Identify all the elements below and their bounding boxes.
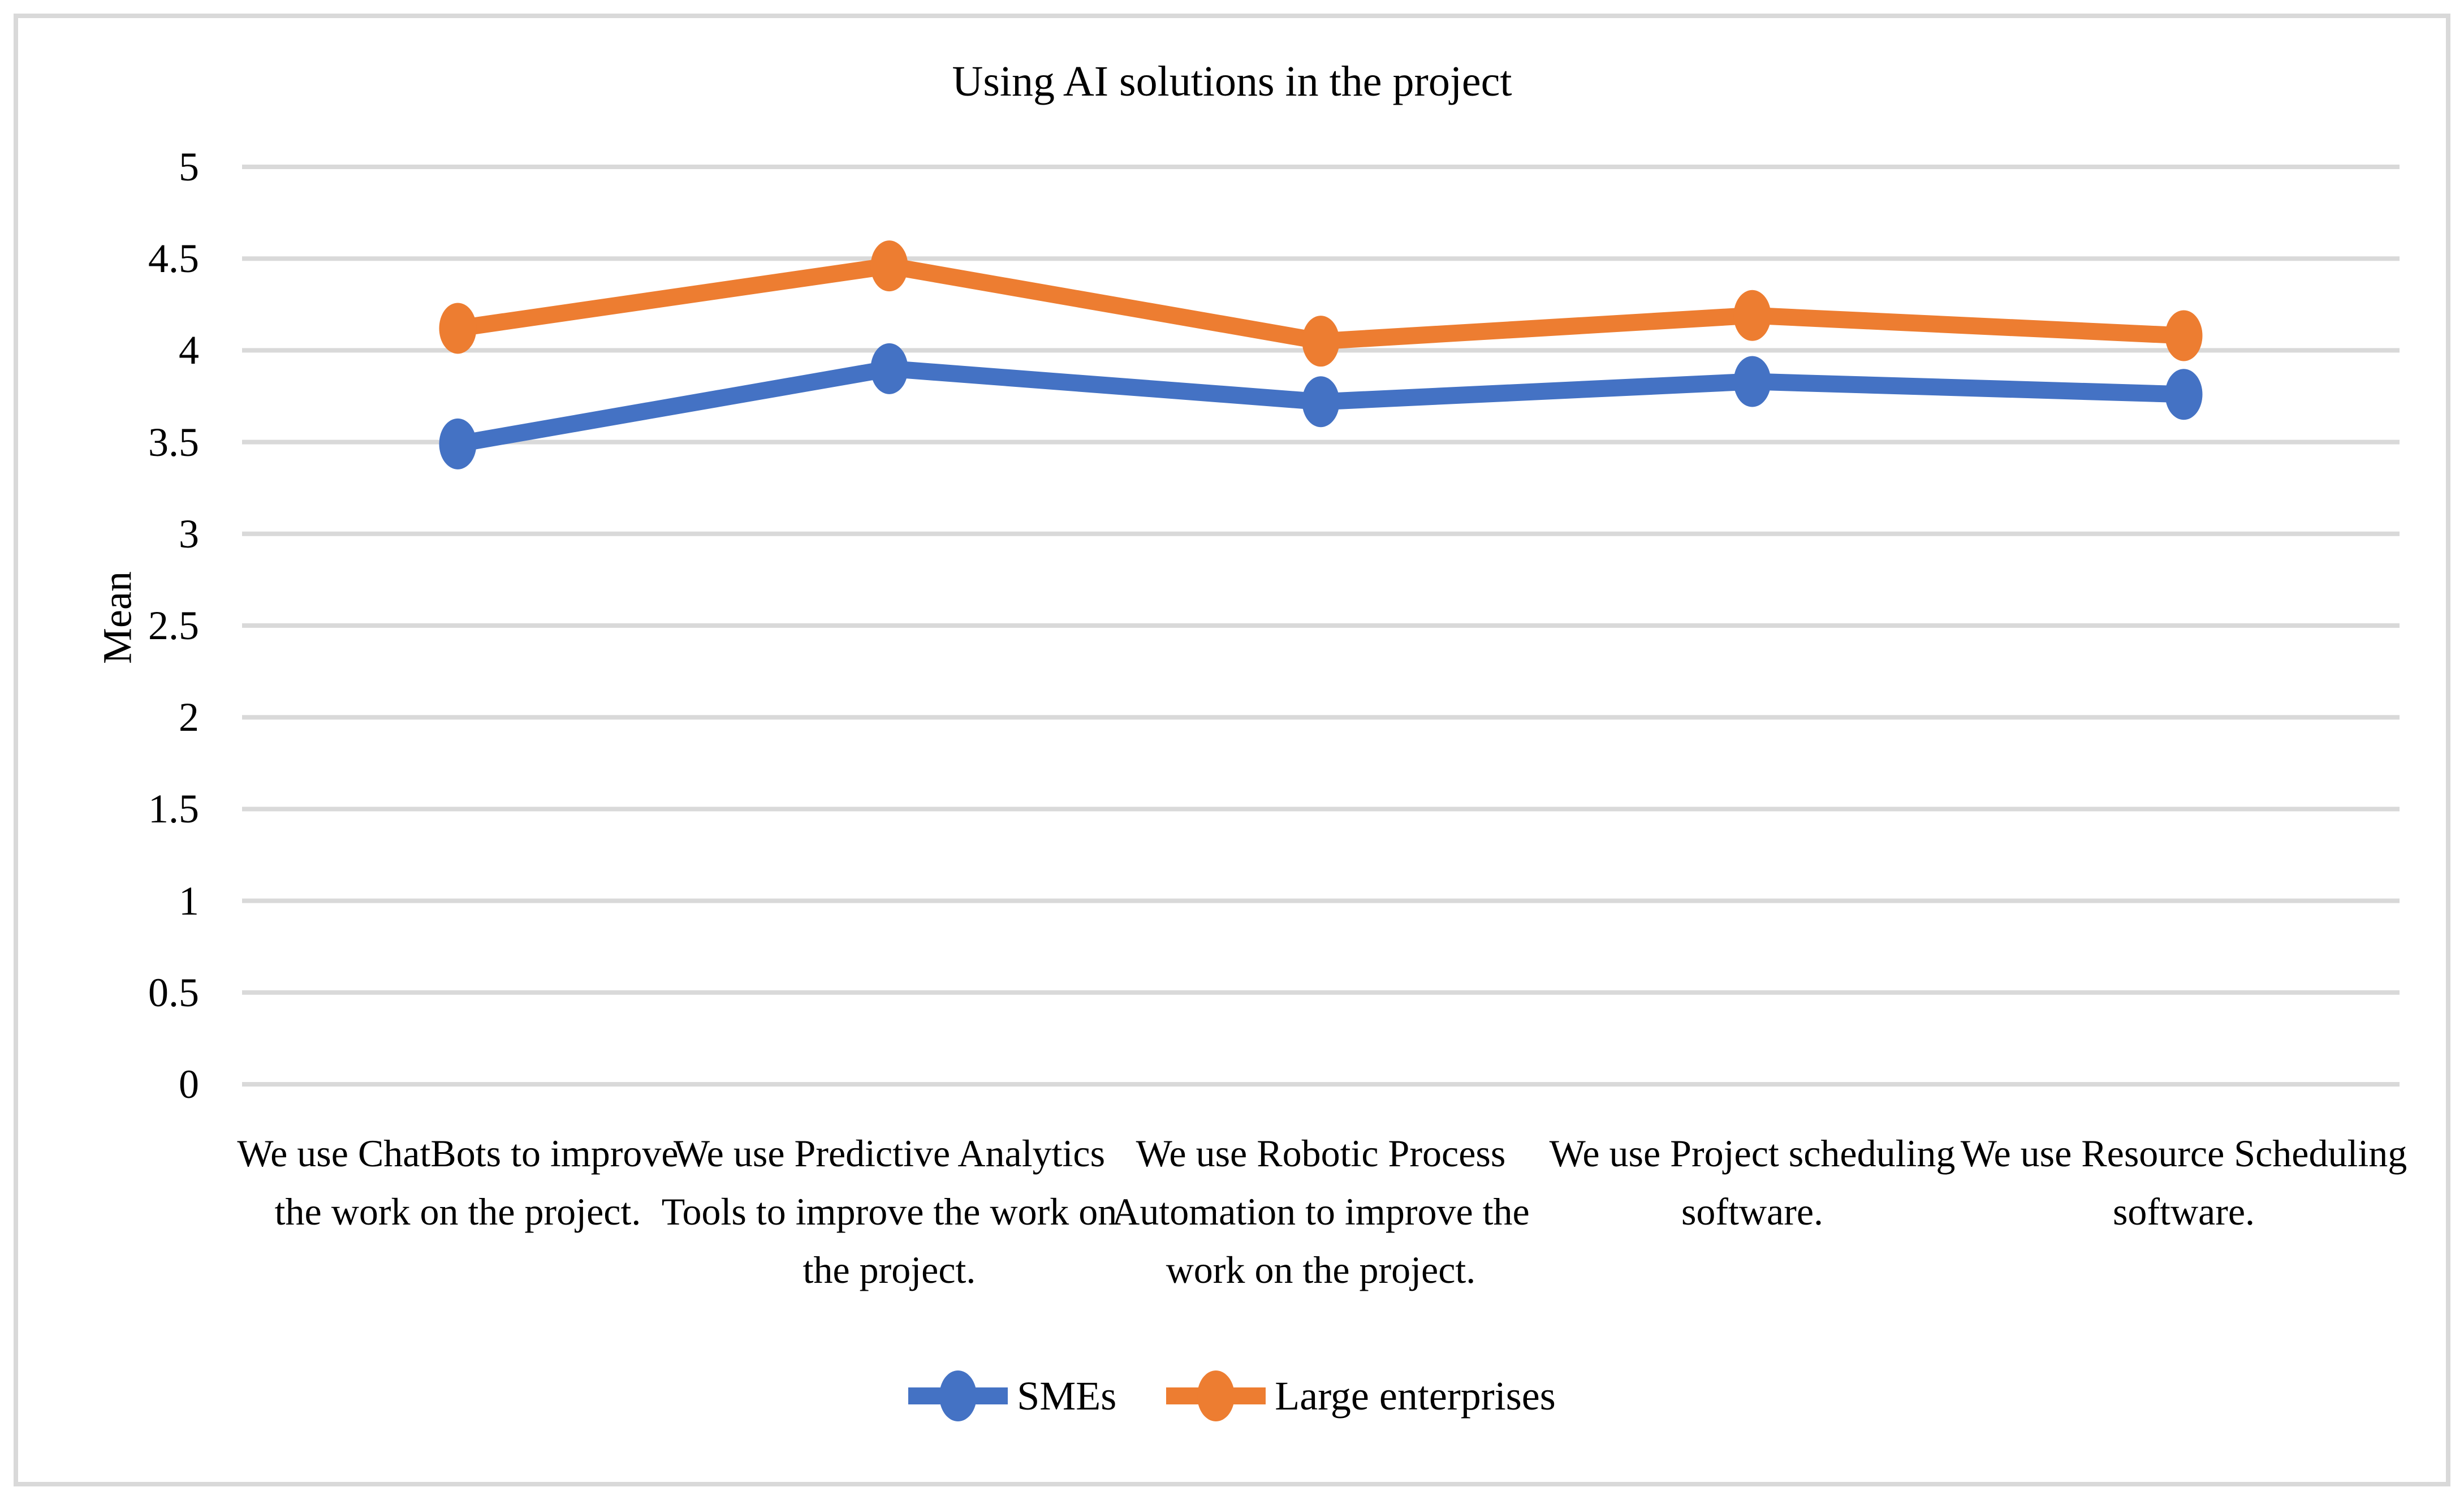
y-tick-label: 5: [179, 144, 199, 189]
data-point-smes: [2165, 369, 2203, 420]
y-tick-label: 3.5: [148, 419, 199, 465]
legend-item-large-enterprises: Large enterprises: [1166, 1362, 1556, 1430]
data-point-large-enterprises: [1302, 316, 1340, 367]
y-tick-label: 4: [179, 327, 199, 373]
data-point-large-enterprises: [1733, 290, 1771, 341]
x-category-label: We use Robotic Process Automation to imp…: [1112, 1132, 1530, 1291]
y-tick-label: 2.5: [148, 603, 199, 648]
y-tick-label: 3: [179, 511, 199, 557]
legend-label: Large enterprises: [1275, 1373, 1556, 1419]
legend-marker-icon: [908, 1362, 1008, 1430]
legend-dot-icon: [939, 1370, 977, 1421]
x-category-label: We use Project scheduling software.: [1549, 1132, 1956, 1233]
x-category-label: We use Resource Scheduling software.: [1960, 1132, 2407, 1233]
y-tick-label: 1: [179, 878, 199, 924]
data-point-smes: [870, 343, 908, 394]
legend-marker-icon: [1166, 1362, 1266, 1430]
legend-dot-icon: [1197, 1370, 1235, 1421]
data-point-large-enterprises: [870, 240, 908, 292]
data-point-smes: [439, 418, 477, 469]
legend-label: SMEs: [1017, 1373, 1117, 1419]
chart-legend: SMEs Large enterprises: [0, 1362, 2464, 1430]
y-tick-label: 4.5: [148, 236, 199, 282]
data-point-smes: [1733, 356, 1771, 407]
x-category-label: We use Predictive Analytics Tools to imp…: [661, 1132, 1117, 1291]
y-tick-label: 0: [179, 1062, 199, 1107]
data-point-large-enterprises: [2165, 310, 2203, 361]
legend-item-smes: SMEs: [908, 1362, 1116, 1430]
chart-title: Using AI solutions in the project: [952, 58, 1512, 105]
x-category-label: We use ChatBots to improve the work on t…: [237, 1132, 679, 1233]
data-point-large-enterprises: [439, 303, 477, 354]
y-tick-label: 0.5: [148, 969, 199, 1015]
y-tick-label: 1.5: [148, 786, 199, 832]
y-tick-label: 2: [179, 695, 199, 740]
data-point-smes: [1302, 376, 1340, 428]
